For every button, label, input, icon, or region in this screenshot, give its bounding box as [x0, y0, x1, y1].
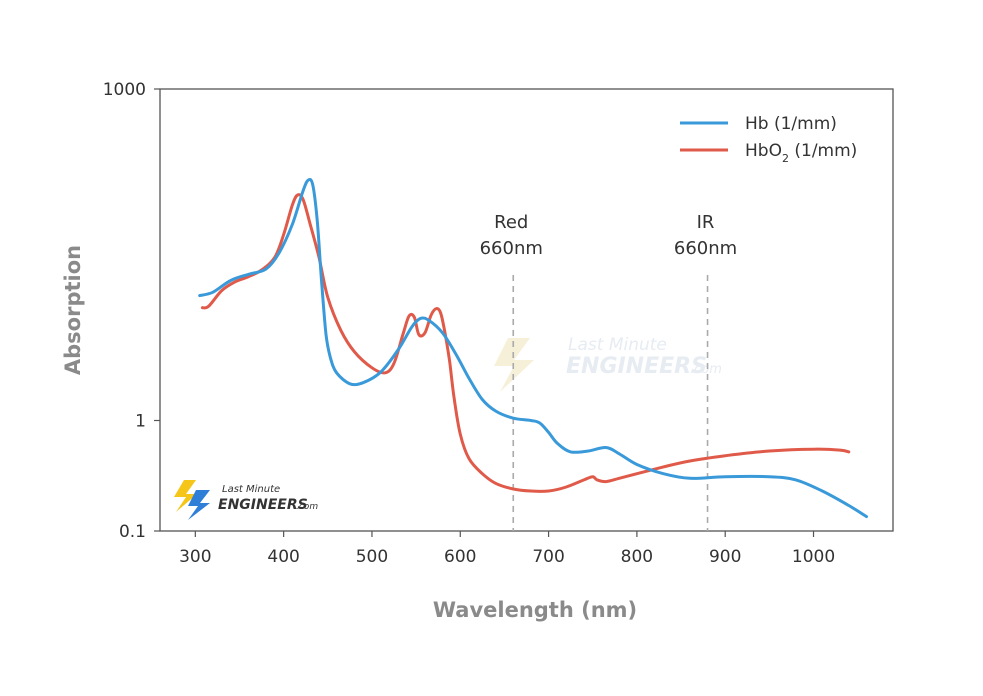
- series-line-hb: [198, 177, 868, 519]
- watermark-suffix: .com: [296, 502, 318, 512]
- y-axis: 0.1 1 1000: [103, 80, 160, 542]
- red-annotation-line2: 660nm: [480, 238, 543, 259]
- series-group: [198, 177, 868, 519]
- faint-watermark-line1: Last Minute: [568, 335, 667, 355]
- x-tick-label: 600: [444, 547, 476, 567]
- ir-annotation-line2: 660nm: [674, 238, 737, 259]
- watermark-line2: ENGINEERS: [218, 497, 308, 513]
- red-annotation-line1: Red: [494, 212, 528, 233]
- legend-label-hbo2-main: HbO: [745, 141, 782, 161]
- x-tick-label: 700: [532, 547, 564, 567]
- x-tick-label: 400: [267, 547, 299, 567]
- ir-annotation-line1: IR: [697, 212, 715, 233]
- y-axis-title: Absorption: [61, 245, 85, 375]
- x-tick-label: 1000: [792, 547, 835, 567]
- series-line-hbo2: [200, 193, 851, 493]
- y-tick-label: 1000: [103, 80, 146, 100]
- legend-label-hbo2-suffix: (1/mm): [789, 141, 857, 161]
- x-tick-label: 800: [621, 547, 653, 567]
- faint-watermark-suffix: .com: [690, 362, 722, 377]
- x-tick-label: 300: [179, 547, 211, 567]
- x-axis-title: Wavelength (nm): [433, 598, 637, 622]
- y-tick-label: 0.1: [119, 522, 146, 542]
- x-tick-label: 500: [356, 547, 388, 567]
- faint-watermark: Last Minute ENGINEERS .com: [494, 335, 722, 392]
- lightning-bolt-icon: [174, 480, 210, 520]
- legend-label-hb: Hb (1/mm): [745, 114, 837, 134]
- y-tick-label: 1: [135, 412, 146, 432]
- x-axis: 300 400 500 600 700 800 900 1000: [179, 531, 835, 567]
- watermark-line1: Last Minute: [222, 484, 280, 495]
- watermark: Last Minute ENGINEERS .com: [174, 480, 318, 520]
- legend-label-hbo2-sub: 2: [782, 152, 789, 165]
- legend: Hb (1/mm) HbO2 (1/mm): [680, 114, 857, 165]
- legend-label-hbo2: HbO2 (1/mm): [745, 141, 857, 165]
- x-tick-label: 900: [709, 547, 741, 567]
- plot-frame: [159, 88, 894, 532]
- faint-watermark-line2: ENGINEERS: [566, 354, 707, 379]
